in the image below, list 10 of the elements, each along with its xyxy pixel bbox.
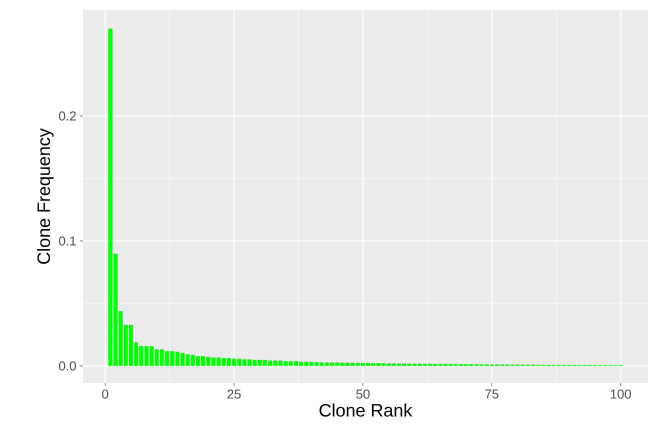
y-tick-label: 0.0 <box>58 361 76 371</box>
y-tick-label: 0.1 <box>58 236 76 246</box>
x-tick-label: 50 <box>356 390 370 399</box>
y-axis-title: Clone Frequency <box>36 128 54 264</box>
y-tick-label: 0.2 <box>58 111 76 121</box>
x-axis-title: Clone Rank <box>320 404 412 417</box>
x-tick-label: 25 <box>228 390 241 399</box>
x-tick-label: 0 <box>102 390 108 399</box>
x-tick-label: 75 <box>485 390 498 399</box>
x-tick-label: 100 <box>610 390 631 399</box>
